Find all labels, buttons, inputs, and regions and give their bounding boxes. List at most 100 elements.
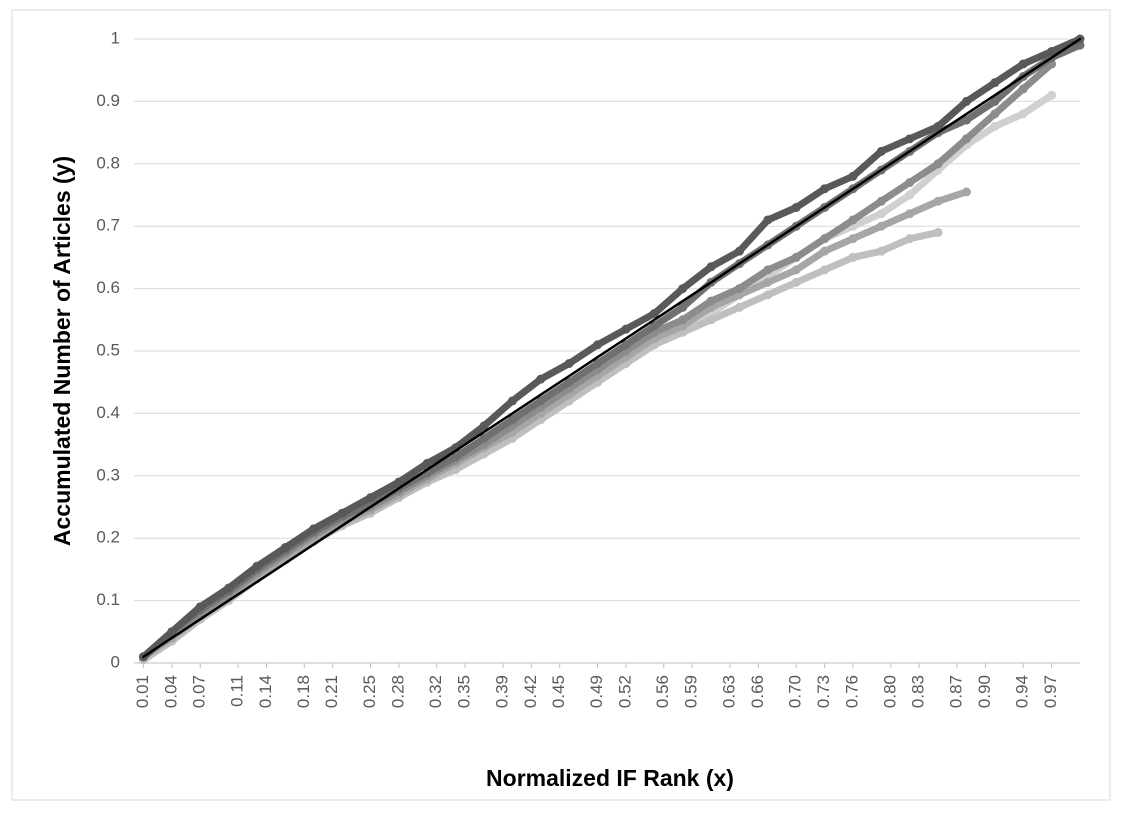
point [734, 302, 744, 312]
point [763, 290, 773, 300]
y-tick-label: 0.5 [96, 340, 120, 359]
x-tick-label: 0.97 [1041, 675, 1060, 708]
x-tick-label: 0.83 [909, 675, 928, 708]
x-tick-label: 0.70 [786, 675, 805, 708]
point [905, 178, 915, 188]
x-axis-title: Normalized IF Rank (x) [486, 765, 734, 791]
point [394, 477, 404, 487]
point [167, 627, 177, 637]
y-tick-label: 0.9 [96, 91, 120, 110]
y-tick-label: 0.3 [96, 465, 120, 484]
point [507, 396, 517, 406]
point [820, 234, 830, 244]
x-tick-label: 0.14 [256, 675, 275, 708]
point [1047, 46, 1057, 56]
y-tick-label: 0.6 [96, 278, 120, 297]
x-tick-label: 0.35 [455, 675, 474, 708]
x-tick-label: 0.63 [719, 675, 738, 708]
x-tick-label: 0.52 [615, 675, 634, 708]
point [905, 190, 915, 200]
x-tick-label: 0.66 [748, 675, 767, 708]
point [224, 583, 234, 593]
point [876, 209, 886, 219]
y-tick-label: 0 [111, 652, 120, 671]
point [848, 215, 858, 225]
point [451, 452, 461, 462]
x-tick-label: 0.18 [294, 675, 313, 708]
point [848, 171, 858, 181]
x-tick-label: 0.32 [426, 675, 445, 708]
point [649, 321, 659, 331]
point [791, 277, 801, 287]
point [961, 115, 971, 125]
x-tick-label: 0.87 [947, 675, 966, 708]
y-axis-title: Accumulated Number of Articles (y) [49, 156, 75, 546]
x-tick-label: 0.28 [388, 675, 407, 708]
point [990, 109, 1000, 119]
point [990, 121, 1000, 131]
point [649, 309, 659, 319]
point [678, 284, 688, 294]
point [706, 296, 716, 306]
y-tick-label: 0.4 [96, 403, 120, 422]
point [422, 458, 432, 468]
point [479, 433, 489, 443]
point [479, 421, 489, 431]
point [309, 524, 319, 534]
point [933, 196, 943, 206]
point [876, 246, 886, 256]
point [905, 234, 915, 244]
point [536, 396, 546, 406]
point [990, 78, 1000, 88]
y-tick-label: 0.1 [96, 590, 120, 609]
point [820, 246, 830, 256]
x-tick-label: 0.07 [190, 675, 209, 708]
point [734, 246, 744, 256]
y-tick-label: 0.7 [96, 216, 120, 235]
x-tick-label: 0.21 [322, 675, 341, 708]
point [763, 277, 773, 287]
x-tick-label: 0.73 [814, 675, 833, 708]
point [337, 508, 347, 518]
point [763, 215, 773, 225]
point [876, 196, 886, 206]
point [1018, 109, 1028, 119]
x-tick-label: 0.25 [360, 675, 379, 708]
point [366, 493, 375, 503]
y-tick-label: 1 [111, 28, 120, 47]
point [195, 602, 205, 612]
point [961, 187, 971, 197]
point [678, 302, 688, 312]
x-tick-label: 0.45 [549, 675, 568, 708]
point [876, 221, 886, 231]
x-tick-label: 0.59 [682, 675, 701, 708]
point [280, 543, 290, 553]
point [621, 340, 631, 350]
point [706, 315, 716, 325]
point [507, 415, 517, 425]
point [734, 284, 744, 294]
point [1018, 59, 1028, 69]
point [905, 134, 915, 144]
point [791, 202, 801, 212]
point [848, 234, 858, 244]
point [706, 262, 716, 272]
point [1018, 84, 1028, 94]
point [1047, 90, 1057, 100]
x-tick-label: 0.01 [133, 675, 152, 708]
point [763, 265, 773, 275]
point [593, 358, 603, 368]
point [990, 96, 1000, 106]
x-tick-label: 0.49 [587, 675, 606, 708]
point [820, 265, 830, 275]
x-tick-label: 0.90 [975, 675, 994, 708]
x-tick-label: 0.94 [1013, 675, 1032, 708]
point [564, 358, 574, 368]
y-tick-label: 0.2 [96, 528, 120, 547]
x-tick-label: 0.04 [161, 675, 180, 708]
y-tick-label: 0.8 [96, 153, 120, 172]
point [933, 121, 943, 131]
point [252, 561, 262, 571]
point [593, 340, 603, 350]
